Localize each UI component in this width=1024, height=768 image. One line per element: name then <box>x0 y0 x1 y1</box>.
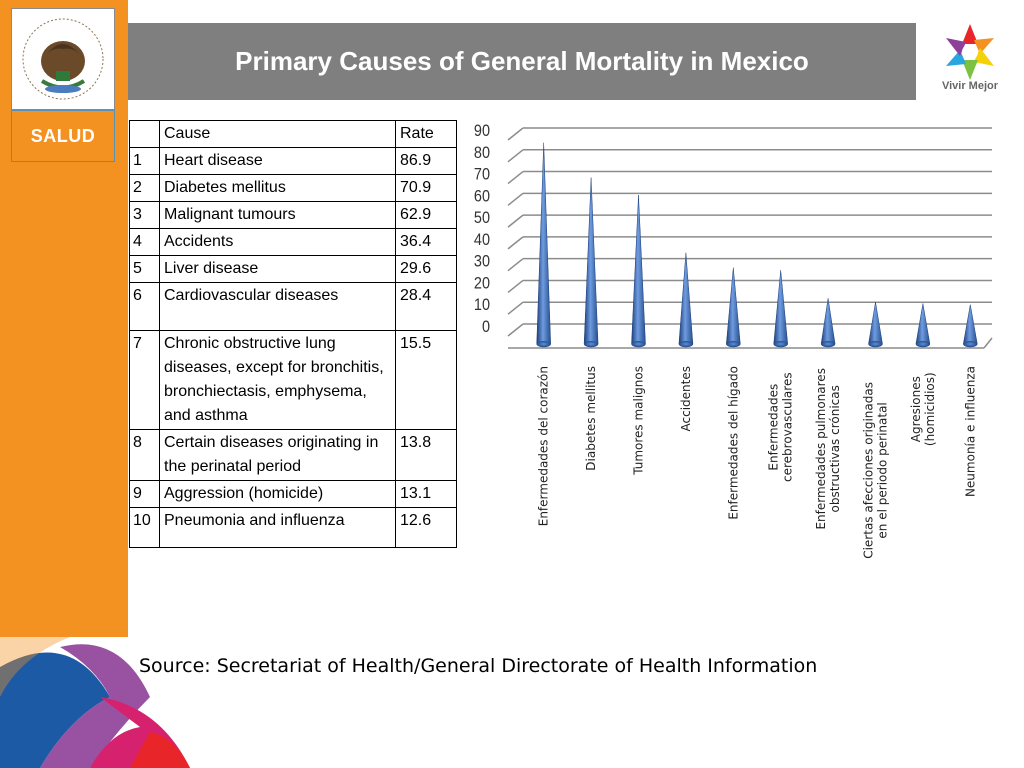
chart-bar <box>679 253 693 347</box>
table-row: 3 Malignant tumours 62.9 <box>130 202 457 229</box>
row-cause: Pneumonia and influenza <box>160 508 396 548</box>
row-rank: 5 <box>130 256 160 283</box>
row-cause: Malignant tumours <box>160 202 396 229</box>
row-rank: 2 <box>130 175 160 202</box>
x-tick-label: Ciertas afecciones originadasen el perio… <box>862 382 890 559</box>
y-tick-label: 60 <box>474 187 490 205</box>
table-row: 1 Heart disease 86.9 <box>130 148 457 175</box>
table-row: 10 Pneumonia and influenza 12.6 <box>130 508 457 548</box>
row-rank: 1 <box>130 148 160 175</box>
row-rate: 28.4 <box>396 283 457 331</box>
row-cause: Heart disease <box>160 148 396 175</box>
y-tick-label: 90 <box>474 122 490 140</box>
row-rank: 8 <box>130 430 160 481</box>
grid-line-side <box>508 259 523 271</box>
x-tick-label: Enfermedadescerebrovasculares <box>767 372 795 482</box>
row-rate: 70.9 <box>396 175 457 202</box>
grid-line-side <box>508 302 523 314</box>
row-cause: Aggression (homicide) <box>160 481 396 508</box>
grid-line-side <box>508 280 523 292</box>
chart-bar <box>821 298 835 347</box>
table-row: 8 Certain diseases originating in the pe… <box>130 430 457 481</box>
row-rate: 15.5 <box>396 331 457 430</box>
grid-line-side <box>508 237 523 249</box>
row-cause: Cardiovascular diseases <box>160 283 396 331</box>
row-cause: Chronic obstructive lung diseases, excep… <box>160 331 396 430</box>
table-row: 6 Cardiovascular diseases 28.4 <box>130 283 457 331</box>
row-cause: Accidents <box>160 229 396 256</box>
header-rank <box>130 121 160 148</box>
title-bar: Primary Causes of General Mortality in M… <box>128 23 916 100</box>
row-rate: 62.9 <box>396 202 457 229</box>
salud-badge: SALUD <box>11 110 115 162</box>
row-cause: Diabetes mellitus <box>160 175 396 202</box>
grid-line-side <box>508 193 523 205</box>
header-cause: Cause <box>160 121 396 148</box>
slide-title: Primary Causes of General Mortality in M… <box>235 46 809 77</box>
table-row: 2 Diabetes mellitus 70.9 <box>130 175 457 202</box>
decorative-shapes <box>0 637 200 768</box>
chart-bar <box>537 143 551 347</box>
grid-line-side <box>508 128 523 140</box>
row-rate: 36.4 <box>396 229 457 256</box>
x-tick-label: Enfermedades del corazón <box>537 366 551 526</box>
row-cause: Certain diseases originating in the peri… <box>160 430 396 481</box>
row-rank: 6 <box>130 283 160 331</box>
chart-bar <box>963 305 977 347</box>
grid-line-side <box>508 150 523 162</box>
y-tick-label: 0 <box>482 318 490 336</box>
row-rank: 10 <box>130 508 160 548</box>
x-tick-label: Enfermedades del hígado <box>726 366 740 520</box>
y-tick-label: 40 <box>474 231 490 249</box>
x-tick-label: Diabetes mellitus <box>584 366 598 471</box>
x-tick-label: Agresiones(homicidios) <box>909 372 937 446</box>
table-row: 9 Aggression (homicide) 13.1 <box>130 481 457 508</box>
mortality-table: Cause Rate 1 Heart disease 86.9 2 Diabet… <box>129 120 457 548</box>
floor-edge-side <box>984 338 992 348</box>
x-tick-label: Tumores malignos <box>632 366 646 476</box>
row-rank: 9 <box>130 481 160 508</box>
row-rate: 13.8 <box>396 430 457 481</box>
grid-line-side <box>508 324 523 336</box>
row-rate: 29.6 <box>396 256 457 283</box>
header-rate: Rate <box>396 121 457 148</box>
table-row: 4 Accidents 36.4 <box>130 229 457 256</box>
row-rank: 3 <box>130 202 160 229</box>
x-tick-label: Accidentes <box>679 366 693 431</box>
chart-bar <box>774 270 788 347</box>
table-header-row: Cause Rate <box>130 121 457 148</box>
table-row: 7 Chronic obstructive lung diseases, exc… <box>130 331 457 430</box>
x-tick-label: Enfermedades pulmonaresobstructivas crón… <box>814 368 842 529</box>
vivir-mejor-label: Vivir Mejor <box>934 80 1006 92</box>
y-tick-label: 30 <box>474 253 490 271</box>
y-tick-label: 50 <box>474 209 490 227</box>
row-rate: 12.6 <box>396 508 457 548</box>
mortality-cone-chart: 0 10 20 30 40 50 60 70 80 90 Enfermedades del cor… <box>460 120 1000 620</box>
source-note: Source: Secretariat of Health/General Di… <box>139 655 817 677</box>
row-rate: 86.9 <box>396 148 457 175</box>
table-row: 5 Liver disease 29.6 <box>130 256 457 283</box>
chart-bar <box>632 195 646 347</box>
y-tick-label: 10 <box>474 296 490 314</box>
x-tick-label: Neumonía e influenza <box>963 366 977 497</box>
national-seal <box>11 8 115 110</box>
row-rank: 7 <box>130 331 160 430</box>
chart-bar <box>584 178 598 347</box>
salud-label: SALUD <box>31 126 96 147</box>
grid-line-side <box>508 172 523 184</box>
row-rank: 4 <box>130 229 160 256</box>
y-tick-label: 80 <box>474 144 490 162</box>
row-rate: 13.1 <box>396 481 457 508</box>
y-tick-label: 20 <box>474 274 490 292</box>
y-tick-label: 70 <box>474 166 490 184</box>
row-cause: Liver disease <box>160 256 396 283</box>
chart-bar <box>916 303 930 347</box>
grid-line-side <box>508 215 523 227</box>
chart-bar <box>726 268 740 347</box>
